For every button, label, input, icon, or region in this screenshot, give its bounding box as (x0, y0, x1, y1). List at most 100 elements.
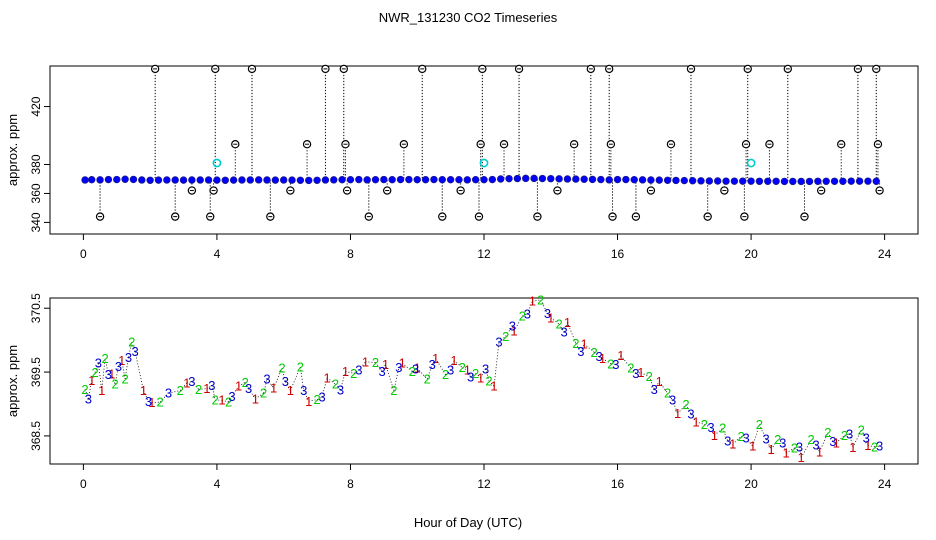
alternate-data-point (212, 158, 222, 168)
main-data-point (530, 174, 538, 183)
main-data-point (338, 175, 346, 184)
marker-1: 1 (464, 363, 471, 378)
connector-segment (198, 388, 207, 390)
connector-segment (527, 301, 533, 315)
connector-segment (740, 436, 747, 439)
marker-3: 3 (95, 356, 102, 371)
marker-2: 2 (260, 386, 267, 401)
connector-segment (677, 404, 687, 414)
connector-segment (462, 367, 468, 371)
connector-segment (685, 404, 692, 415)
top-x-tick-label: 24 (878, 247, 892, 261)
main-data-point (313, 176, 321, 184)
marker-1: 1 (118, 353, 125, 368)
main-data-point (104, 175, 113, 184)
connector-segment (540, 299, 548, 314)
marker-2: 2 (627, 361, 634, 376)
marker-3: 3 (188, 374, 195, 389)
main-data-point (355, 175, 363, 184)
marker-2: 2 (664, 386, 671, 401)
connector-segment (593, 351, 600, 358)
main-data-point (730, 177, 739, 185)
main-data-point (688, 177, 697, 185)
marker-3: 3 (145, 394, 152, 409)
main-data-point (563, 175, 572, 183)
connector-segment (722, 428, 729, 442)
connector-segment (488, 380, 495, 387)
main-data-point (405, 175, 413, 184)
marker-3: 3 (509, 319, 516, 334)
marker-3: 3 (651, 382, 658, 397)
main-data-point (263, 176, 271, 184)
top-x-tick-label: 20 (744, 247, 758, 261)
marker-1: 1 (270, 381, 277, 396)
main-data-point (121, 175, 129, 183)
connector-segment (453, 360, 463, 368)
main-data-point (672, 176, 680, 185)
marker-2: 2 (81, 382, 88, 397)
connector-segment (118, 360, 123, 367)
marker-3: 3 (429, 357, 436, 372)
marker-3: 3 (724, 434, 731, 449)
marker-1: 1 (235, 379, 242, 394)
connector-segment (445, 369, 451, 375)
connector-segment (87, 380, 93, 399)
marker-3: 3 (282, 374, 289, 389)
bottom-x-tick-label: 8 (347, 477, 354, 491)
alternate-data-point (479, 158, 489, 168)
marker-2: 2 (242, 375, 249, 390)
connector-segment (263, 378, 268, 394)
connector-segment (849, 433, 854, 448)
marker-1: 1 (617, 348, 624, 363)
main-data-point (146, 176, 154, 184)
main-data-point (96, 176, 104, 184)
marker-3: 3 (115, 359, 122, 374)
marker-2: 2 (177, 383, 184, 398)
marker-2: 2 (111, 377, 118, 392)
connector-segment (714, 427, 723, 436)
main-data-point (638, 176, 647, 184)
connector-segment (727, 440, 733, 445)
main-data-point (330, 176, 338, 184)
main-data-point (605, 176, 613, 184)
marker-2: 2 (459, 360, 466, 375)
marker-2: 2 (195, 382, 202, 397)
marker-3: 3 (524, 306, 531, 321)
marker-1: 1 (581, 336, 588, 351)
main-data-point (572, 175, 580, 183)
main-data-point (296, 176, 305, 184)
marker-1: 1 (362, 354, 369, 369)
connector-segment (810, 439, 817, 446)
main-data-point (755, 177, 764, 185)
marker-3: 3 (495, 335, 502, 350)
connector-segment (867, 445, 875, 448)
connector-segment (635, 372, 641, 374)
marker-1: 1 (864, 438, 871, 453)
main-data-point (680, 176, 689, 185)
marker-3: 3 (300, 383, 307, 398)
connector-segment (281, 368, 286, 382)
main-data-point (789, 177, 797, 186)
connector-segment (794, 446, 800, 449)
main-data-point (522, 174, 530, 183)
main-data-point (204, 176, 213, 184)
connector-segment (398, 362, 403, 368)
connector-segment (598, 356, 603, 360)
main-data-point (446, 175, 455, 184)
top-axis-ticks: 0 4 8 12 16 20 24 340 360 380 420 (29, 96, 892, 261)
top-y-tick-label: 420 (29, 96, 43, 116)
marker-2: 2 (682, 397, 689, 412)
marker-1: 1 (287, 383, 294, 398)
marker-1: 1 (711, 428, 718, 443)
marker-2: 2 (313, 392, 320, 407)
main-data-point (747, 177, 755, 185)
connector-segment (844, 433, 850, 436)
connector-segment (777, 439, 784, 444)
connector-segment (248, 388, 256, 400)
connector-segment (493, 342, 500, 387)
marker-1: 1 (729, 437, 736, 452)
connector-segment (874, 445, 880, 448)
main-data-point (538, 174, 547, 183)
connector-segment (108, 373, 112, 376)
